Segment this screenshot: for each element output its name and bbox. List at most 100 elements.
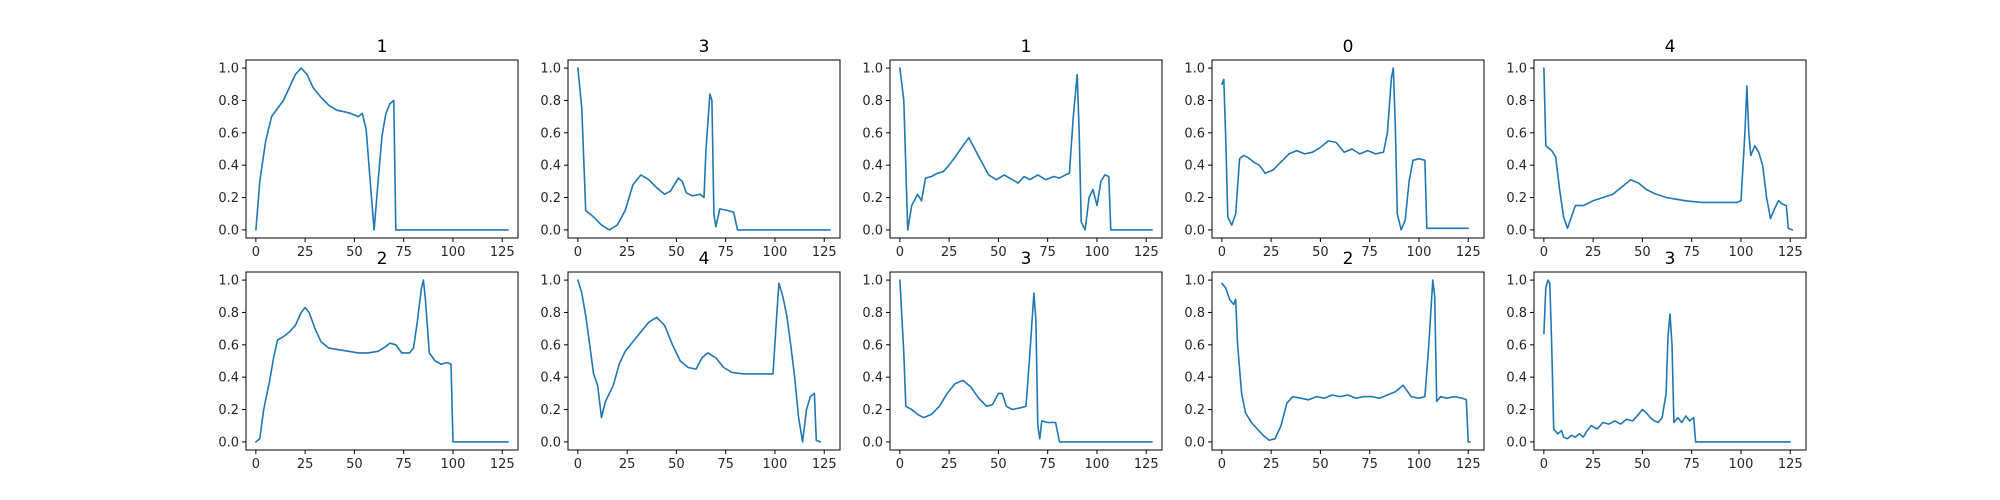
subplot-title: 3: [699, 37, 710, 57]
subplot-title: 0: [1343, 37, 1354, 57]
subplot-title: 2: [1343, 249, 1354, 269]
x-tick-label: 0: [1218, 245, 1226, 260]
y-tick-label: 1.0: [540, 62, 561, 77]
x-tick-label: 75: [1039, 245, 1056, 260]
subplot-title: 2: [377, 249, 388, 269]
x-tick-label: 50: [668, 245, 685, 260]
x-tick-label: 25: [941, 457, 958, 472]
subplot-7: 4 0 25 50 75 100 125 0.0 0.2 0.4 0.6 0.8 1.0: [540, 249, 841, 472]
x-tick-label: 100: [441, 457, 466, 472]
x-tick-label: 75: [1683, 457, 1700, 472]
y-tick-label: 0.4: [862, 159, 883, 174]
y-tick-label: 0.6: [862, 126, 883, 141]
y-tick-label: 0.2: [540, 403, 561, 418]
y-tick-label: 1.0: [540, 274, 561, 289]
y-tick-label: 0.6: [1184, 126, 1205, 141]
x-tick-label: 125: [490, 457, 515, 472]
y-tick-label: 0.4: [1506, 159, 1527, 174]
y-tick-label: 0.6: [218, 126, 239, 141]
y-tick-label: 1.0: [862, 274, 883, 289]
y-tick-label: 0.2: [218, 403, 239, 418]
x-tick-label: 125: [812, 245, 837, 260]
axes-frame: [567, 59, 841, 239]
y-tick-label: 0.6: [1506, 338, 1527, 353]
x-tick-label: 100: [1407, 245, 1432, 260]
x-tick-label: 125: [1134, 457, 1159, 472]
y-tick-label: 0.0: [540, 223, 561, 238]
x-tick-label: 50: [990, 245, 1007, 260]
series-line: [1221, 67, 1469, 231]
y-tick-label: 0.6: [1506, 126, 1527, 141]
series-line: [255, 279, 509, 443]
series-line: [255, 67, 509, 231]
subplot-9: 2 0 25 50 75 100 125 0.0 0.2 0.4 0.6 0.8 1.0: [1184, 249, 1485, 472]
x-tick-label: 0: [896, 245, 904, 260]
x-tick-label: 25: [1263, 245, 1280, 260]
y-tick-label: 1.0: [218, 274, 239, 289]
axes-frame: [889, 59, 1163, 239]
y-tick-label: 1.0: [1506, 62, 1527, 77]
x-tick-label: 25: [1263, 457, 1280, 472]
x-tick-label: 75: [395, 457, 412, 472]
x-tick-label: 75: [395, 245, 412, 260]
subplot-5: 4 0 25 50 75 100 125 0.0 0.2 0.4 0.6 0.8 1.0: [1506, 37, 1807, 260]
x-tick-label: 125: [812, 457, 837, 472]
y-tick-label: 0.6: [540, 126, 561, 141]
axes-frame: [1533, 271, 1807, 451]
subplot-1: 1 0 25 50 75 100 125 0.0 0.2 0.4 0.6 0.8 1.0: [218, 37, 519, 260]
x-tick-label: 100: [763, 457, 788, 472]
x-tick-label: 75: [1361, 245, 1378, 260]
y-tick-label: 1.0: [1184, 62, 1205, 77]
subplot-3: 1 0 25 50 75 100 125 0.0 0.2 0.4 0.6 0.8 1.0: [862, 37, 1163, 260]
subplot-title: 3: [1665, 249, 1676, 269]
x-tick-label: 25: [941, 245, 958, 260]
y-tick-label: 0.4: [1184, 371, 1205, 386]
series-line: [1543, 279, 1791, 443]
y-tick-label: 0.8: [1184, 94, 1205, 109]
series-line: [1221, 279, 1471, 443]
x-tick-label: 50: [346, 457, 363, 472]
y-tick-label: 0.6: [862, 338, 883, 353]
axes-frame: [1211, 59, 1485, 239]
x-tick-label: 0: [574, 457, 582, 472]
y-tick-label: 0.8: [540, 94, 561, 109]
y-tick-label: 0.6: [540, 338, 561, 353]
y-tick-label: 0.4: [218, 371, 239, 386]
subplot-4: 0 0 25 50 75 100 125 0.0 0.2 0.4 0.6 0.8 1.0: [1184, 37, 1485, 260]
x-tick-label: 125: [490, 245, 515, 260]
x-tick-label: 100: [1085, 457, 1110, 472]
x-tick-label: 100: [1407, 457, 1432, 472]
y-tick-label: 0.8: [1506, 94, 1527, 109]
y-tick-label: 0.0: [540, 435, 561, 450]
y-tick-label: 1.0: [1184, 274, 1205, 289]
y-tick-label: 0.6: [218, 338, 239, 353]
y-tick-label: 0.0: [1184, 435, 1205, 450]
x-tick-label: 125: [1134, 245, 1159, 260]
axes-frame: [567, 271, 841, 451]
x-tick-label: 50: [668, 457, 685, 472]
y-tick-label: 0.8: [1506, 306, 1527, 321]
subplot-title: 4: [1665, 37, 1676, 57]
y-tick-label: 0.4: [540, 371, 561, 386]
y-tick-label: 0.2: [1184, 403, 1205, 418]
x-tick-label: 75: [1361, 457, 1378, 472]
x-tick-label: 25: [1585, 457, 1602, 472]
x-tick-label: 50: [1312, 457, 1329, 472]
axes-frame: [889, 271, 1163, 451]
x-tick-label: 50: [346, 245, 363, 260]
axes-frame: [245, 59, 519, 239]
x-tick-label: 0: [1540, 457, 1548, 472]
y-tick-label: 0.2: [1506, 403, 1527, 418]
x-tick-label: 125: [1456, 457, 1481, 472]
x-tick-label: 25: [619, 245, 636, 260]
x-tick-label: 0: [896, 457, 904, 472]
x-tick-label: 0: [1218, 457, 1226, 472]
axes-frame: [1211, 271, 1485, 451]
y-tick-label: 0.2: [862, 191, 883, 206]
series-line: [1543, 67, 1793, 231]
y-tick-label: 0.0: [218, 223, 239, 238]
x-tick-label: 25: [297, 457, 314, 472]
y-tick-label: 0.8: [1184, 306, 1205, 321]
x-tick-label: 100: [441, 245, 466, 260]
